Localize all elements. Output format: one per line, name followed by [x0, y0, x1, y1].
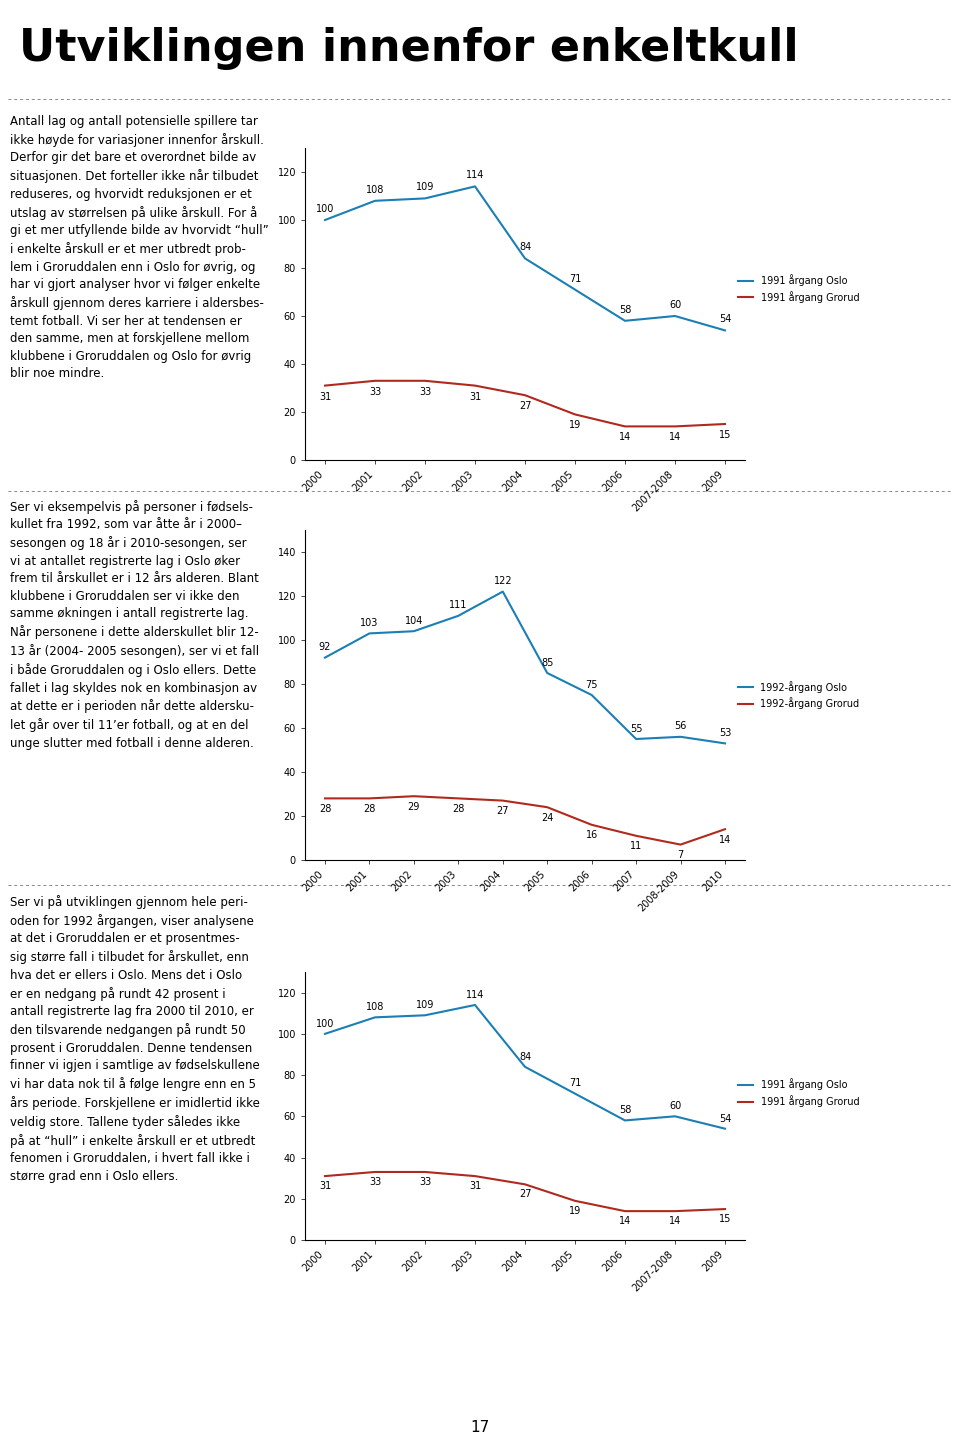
Text: 100: 100	[316, 204, 334, 214]
Text: 27: 27	[496, 806, 509, 816]
Text: 33: 33	[419, 1178, 431, 1186]
Text: 54: 54	[719, 314, 732, 324]
Legend: 1992-årgang Oslo, 1992-årgang Grorud: 1992-årgang Oslo, 1992-årgang Grorud	[734, 676, 863, 714]
Text: 14: 14	[619, 432, 631, 442]
Text: 114: 114	[466, 170, 484, 180]
Text: 53: 53	[719, 728, 732, 737]
Text: 15: 15	[719, 430, 732, 441]
Text: 14: 14	[719, 835, 732, 845]
Text: 60: 60	[669, 1101, 682, 1111]
Text: 109: 109	[416, 182, 434, 192]
Text: 27: 27	[518, 1189, 531, 1200]
Text: 16: 16	[586, 830, 598, 840]
Text: 27: 27	[518, 401, 531, 411]
Text: 58: 58	[619, 1105, 631, 1115]
Text: 31: 31	[319, 1181, 331, 1191]
Text: 109: 109	[416, 1000, 434, 1011]
Text: 55: 55	[630, 724, 642, 733]
Text: 104: 104	[405, 615, 423, 625]
Text: 7: 7	[678, 851, 684, 861]
Text: 56: 56	[674, 721, 686, 731]
Text: 111: 111	[449, 601, 468, 611]
Text: 103: 103	[360, 618, 378, 628]
Text: Ser vi eksempelvis på personer i fødsels-
kullet fra 1992, som var åtte år i 200: Ser vi eksempelvis på personer i fødsels…	[10, 500, 259, 750]
Text: 60: 60	[669, 300, 682, 310]
Text: 14: 14	[669, 432, 682, 442]
Text: 108: 108	[366, 1002, 384, 1012]
Text: 33: 33	[369, 1178, 381, 1186]
Legend: 1991 årgang Oslo, 1991 årgang Grorud: 1991 årgang Oslo, 1991 årgang Grorud	[734, 1075, 863, 1111]
Text: 33: 33	[419, 387, 431, 397]
Text: 84: 84	[518, 243, 531, 253]
Text: Antall lag og antall potensielle spillere tar
ikke høyde for variasjoner innenfo: Antall lag og antall potensielle spiller…	[10, 115, 269, 379]
Text: 85: 85	[541, 657, 553, 667]
Text: 17: 17	[470, 1421, 490, 1435]
Text: 14: 14	[619, 1217, 631, 1226]
Text: Ser vi på utviklingen gjennom hele peri-
oden for 1992 årgangen, viser analysene: Ser vi på utviklingen gjennom hele peri-…	[10, 896, 260, 1182]
Text: 100: 100	[316, 1019, 334, 1028]
Text: 11: 11	[630, 842, 642, 851]
Text: 14: 14	[669, 1217, 682, 1226]
Text: 114: 114	[466, 990, 484, 1000]
Text: 122: 122	[493, 576, 512, 586]
Text: 15: 15	[719, 1214, 732, 1224]
Legend: 1991 årgang Oslo, 1991 årgang Grorud: 1991 årgang Oslo, 1991 årgang Grorud	[734, 270, 863, 307]
Text: 28: 28	[452, 804, 465, 814]
Text: 24: 24	[541, 813, 553, 823]
Text: 31: 31	[468, 391, 481, 401]
Text: 92: 92	[319, 643, 331, 651]
Text: 31: 31	[468, 1181, 481, 1191]
Text: Utviklingen innenfor enkeltkull: Utviklingen innenfor enkeltkull	[19, 28, 799, 70]
Text: 71: 71	[569, 1079, 581, 1089]
Text: 54: 54	[719, 1114, 732, 1124]
Text: 58: 58	[619, 305, 631, 316]
Text: 28: 28	[319, 804, 331, 814]
Text: 28: 28	[363, 804, 375, 814]
Text: 19: 19	[569, 1205, 581, 1216]
Text: 31: 31	[319, 391, 331, 401]
Text: 84: 84	[518, 1051, 531, 1061]
Text: 19: 19	[569, 420, 581, 430]
Text: 29: 29	[408, 801, 420, 811]
Text: 71: 71	[569, 273, 581, 284]
Text: 75: 75	[586, 679, 598, 689]
Text: 33: 33	[369, 387, 381, 397]
Text: 108: 108	[366, 185, 384, 195]
